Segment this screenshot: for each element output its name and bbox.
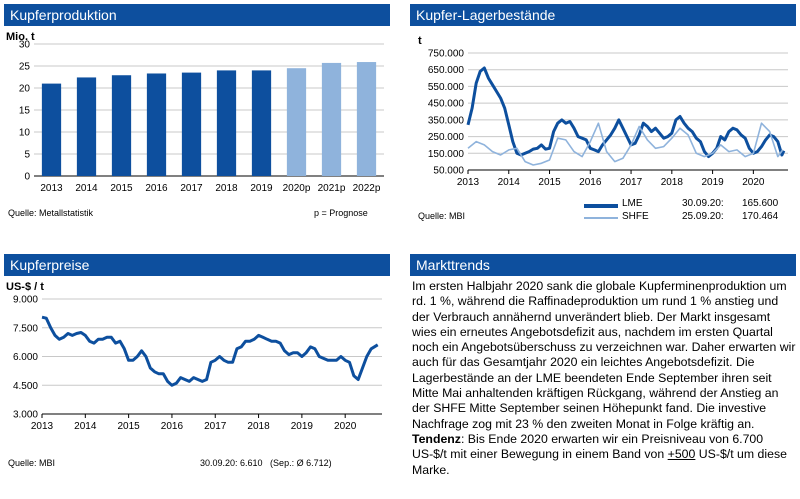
y-tick-label: 15 [19, 106, 31, 117]
x-tick-label: 2017 [620, 177, 643, 188]
bar-2016 [146, 73, 167, 176]
trends-title: Markttrends [410, 254, 796, 276]
y-tick-label: 25 [19, 62, 31, 73]
x-tick-label: 2015 [538, 177, 561, 188]
production-panel: Kupferproduktion Mio. t 0 5 10 15 20 25 30 2013… [4, 4, 390, 232]
stocks-title: Kupfer-Lagerbestände [410, 4, 796, 26]
y-tick-label: 450.000 [428, 99, 465, 110]
prices-chart: 3.000 4.500 6.000 7.500 9.000 2013 2014 2015 201… [13, 295, 382, 432]
y-tick-label: 750.000 [428, 49, 465, 60]
prices-unit: US-$ / t [6, 281, 44, 293]
trends-tendency-text: : Bis Ende 2020 erwarten wir ein Preisni… [412, 431, 764, 462]
stocks-panel: Kupfer-Lagerbestände t 50.000 150.000 250.… [410, 4, 796, 232]
production-chart: 0 5 10 15 20 25 30 2013 2014 2015 2016 2017 2018 2019… [19, 40, 384, 194]
x-tick-label: 2017 [204, 421, 227, 432]
y-tick-label: 7.500 [13, 323, 38, 334]
x-tick-label: 2019 [291, 421, 314, 432]
series-line-kupferpreis [41, 315, 379, 387]
x-tick-label: 2017 [180, 183, 203, 194]
x-tick-label: 2022p [353, 183, 381, 194]
trends-band-value: +500 [667, 447, 696, 462]
stocks-chart: 50.000 150.000 250.000 350.000 450.000 550.00… [428, 49, 788, 188]
x-tick-label: 2014 [75, 183, 98, 194]
y-tick-label: 9.000 [13, 295, 38, 306]
prices-note: 30.09.20: 6.610 (Sep.: Ø 6.712) [200, 458, 332, 468]
x-tick-label: 2013 [31, 421, 54, 432]
y-tick-label: 50.000 [433, 166, 464, 177]
x-tick-label: 2020 [742, 177, 765, 188]
bar-2015 [111, 75, 132, 176]
y-tick-label: 0 [24, 172, 30, 183]
stocks-source: Quelle: MBI [418, 211, 466, 221]
bar-2018 [216, 70, 237, 176]
stocks-unit: t [418, 35, 422, 47]
trends-body: Im ersten Halbjahr 2020 sank die globale… [412, 279, 796, 478]
series-line-shfe [467, 122, 784, 166]
x-tick-label: 2018 [661, 177, 684, 188]
y-tick-label: 10 [19, 128, 31, 139]
production-unit: Mio. t [6, 31, 35, 43]
production-title: Kupferproduktion [4, 4, 390, 26]
y-tick-label: 6.000 [13, 352, 38, 363]
x-tick-label: 2013 [40, 183, 63, 194]
legend-swatch-shfe [584, 217, 618, 219]
y-tick-label: 550.000 [428, 82, 465, 93]
y-tick-label: 20 [19, 84, 31, 95]
x-tick-label: 2016 [145, 183, 168, 194]
trends-tendency-end: US-$/t um diese Marke. [412, 447, 787, 477]
bar-2021p [321, 62, 342, 176]
x-tick-label: 2016 [579, 177, 602, 188]
bar-2019 [251, 70, 272, 176]
trends-tendency-label: Tendenz [412, 431, 461, 446]
x-tick-label: 2015 [110, 183, 133, 194]
y-tick-label: 350.000 [428, 115, 465, 126]
production-note: p = Prognose [314, 208, 368, 218]
series-line-lme [466, 66, 786, 159]
bar-2017 [181, 72, 202, 176]
y-tick-label: 3.000 [13, 410, 38, 421]
x-tick-label: 2021p [318, 183, 346, 194]
y-tick-label: 5 [24, 150, 30, 161]
legend-date-lme: 30.09.20: [682, 198, 724, 209]
y-tick-label: 4.500 [13, 381, 38, 392]
legend-value-lme: 165.600 [742, 198, 779, 209]
legend-swatch-lme [584, 204, 618, 208]
x-tick-label: 2014 [498, 177, 521, 188]
y-tick-label: 250.000 [428, 132, 465, 143]
trends-panel: Markttrends Im ersten Halbjahr 2020 sank… [410, 254, 796, 494]
x-tick-label: 2016 [161, 421, 184, 432]
legend-name-shfe: SHFE [622, 211, 649, 222]
x-tick-label: 2015 [117, 421, 140, 432]
bar-2013 [41, 83, 62, 176]
legend-date-shfe: 25.09.20: [682, 211, 724, 222]
x-tick-label: 2020p [283, 183, 311, 194]
x-tick-label: 2020 [334, 421, 357, 432]
trends-body-text: Im ersten Halbjahr 2020 sank die globale… [412, 279, 796, 431]
production-source: Quelle: Metallstatistik [8, 208, 94, 218]
bar-2020p [286, 68, 307, 176]
y-tick-label: 30 [19, 40, 31, 51]
bar-2022p [356, 62, 377, 176]
prices-panel: Kupferpreise US-$ / t 3.000 4.500 6.000 7.5… [4, 254, 390, 472]
prices-source: Quelle: MBI [8, 458, 56, 468]
legend-name-lme: LME [622, 198, 643, 209]
bar-2014 [76, 77, 97, 176]
x-tick-label: 2013 [457, 177, 480, 188]
x-tick-label: 2019 [701, 177, 724, 188]
x-tick-label: 2014 [74, 421, 97, 432]
x-tick-label: 2018 [247, 421, 270, 432]
legend-value-shfe: 170.464 [742, 211, 779, 222]
y-tick-label: 150.000 [428, 149, 465, 160]
x-tick-label: 2019 [250, 183, 273, 194]
prices-title: Kupferpreise [4, 254, 390, 276]
y-tick-label: 650.000 [428, 65, 465, 76]
x-tick-label: 2018 [215, 183, 238, 194]
